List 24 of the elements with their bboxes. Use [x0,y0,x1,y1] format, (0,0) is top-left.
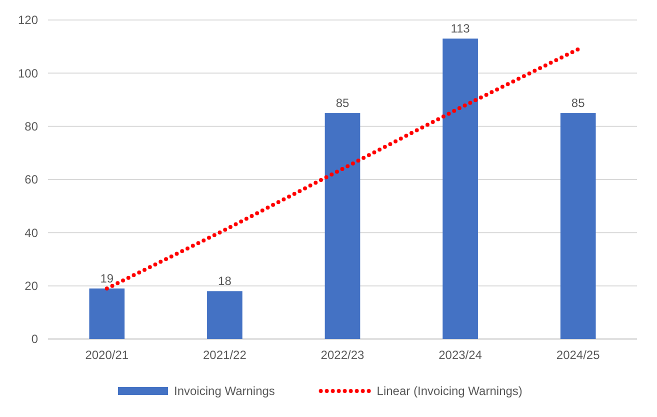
y-tick-label: 100 [18,66,38,80]
bar [207,291,242,339]
bar [324,113,360,339]
data-label: 85 [336,96,350,110]
x-tick-label: 2021/22 [203,348,247,362]
y-tick-label: 0 [31,332,38,346]
bar [442,38,478,339]
data-label: 19 [100,271,114,286]
bar [560,113,596,339]
y-tick-label: 80 [24,120,38,134]
y-tick-label: 20 [24,279,38,294]
x-tick-label: 2024/25 [556,348,600,362]
data-label: 18 [218,274,232,288]
data-label: 85 [571,96,586,110]
x-tick-label: 2023/24 [438,348,482,362]
x-tick-label: 2020/21 [85,348,129,362]
data-label: 113 [450,22,470,36]
y-tick-label: 40 [24,226,38,240]
y-tick-label: 60 [24,172,38,187]
legend-label: Invoicing Warnings [174,384,275,398]
legend-label: Linear (Invoicing Warnings) [376,384,522,398]
y-tick-label: 120 [18,13,38,28]
x-tick-label: 2022/23 [320,348,365,362]
bar [89,288,125,339]
